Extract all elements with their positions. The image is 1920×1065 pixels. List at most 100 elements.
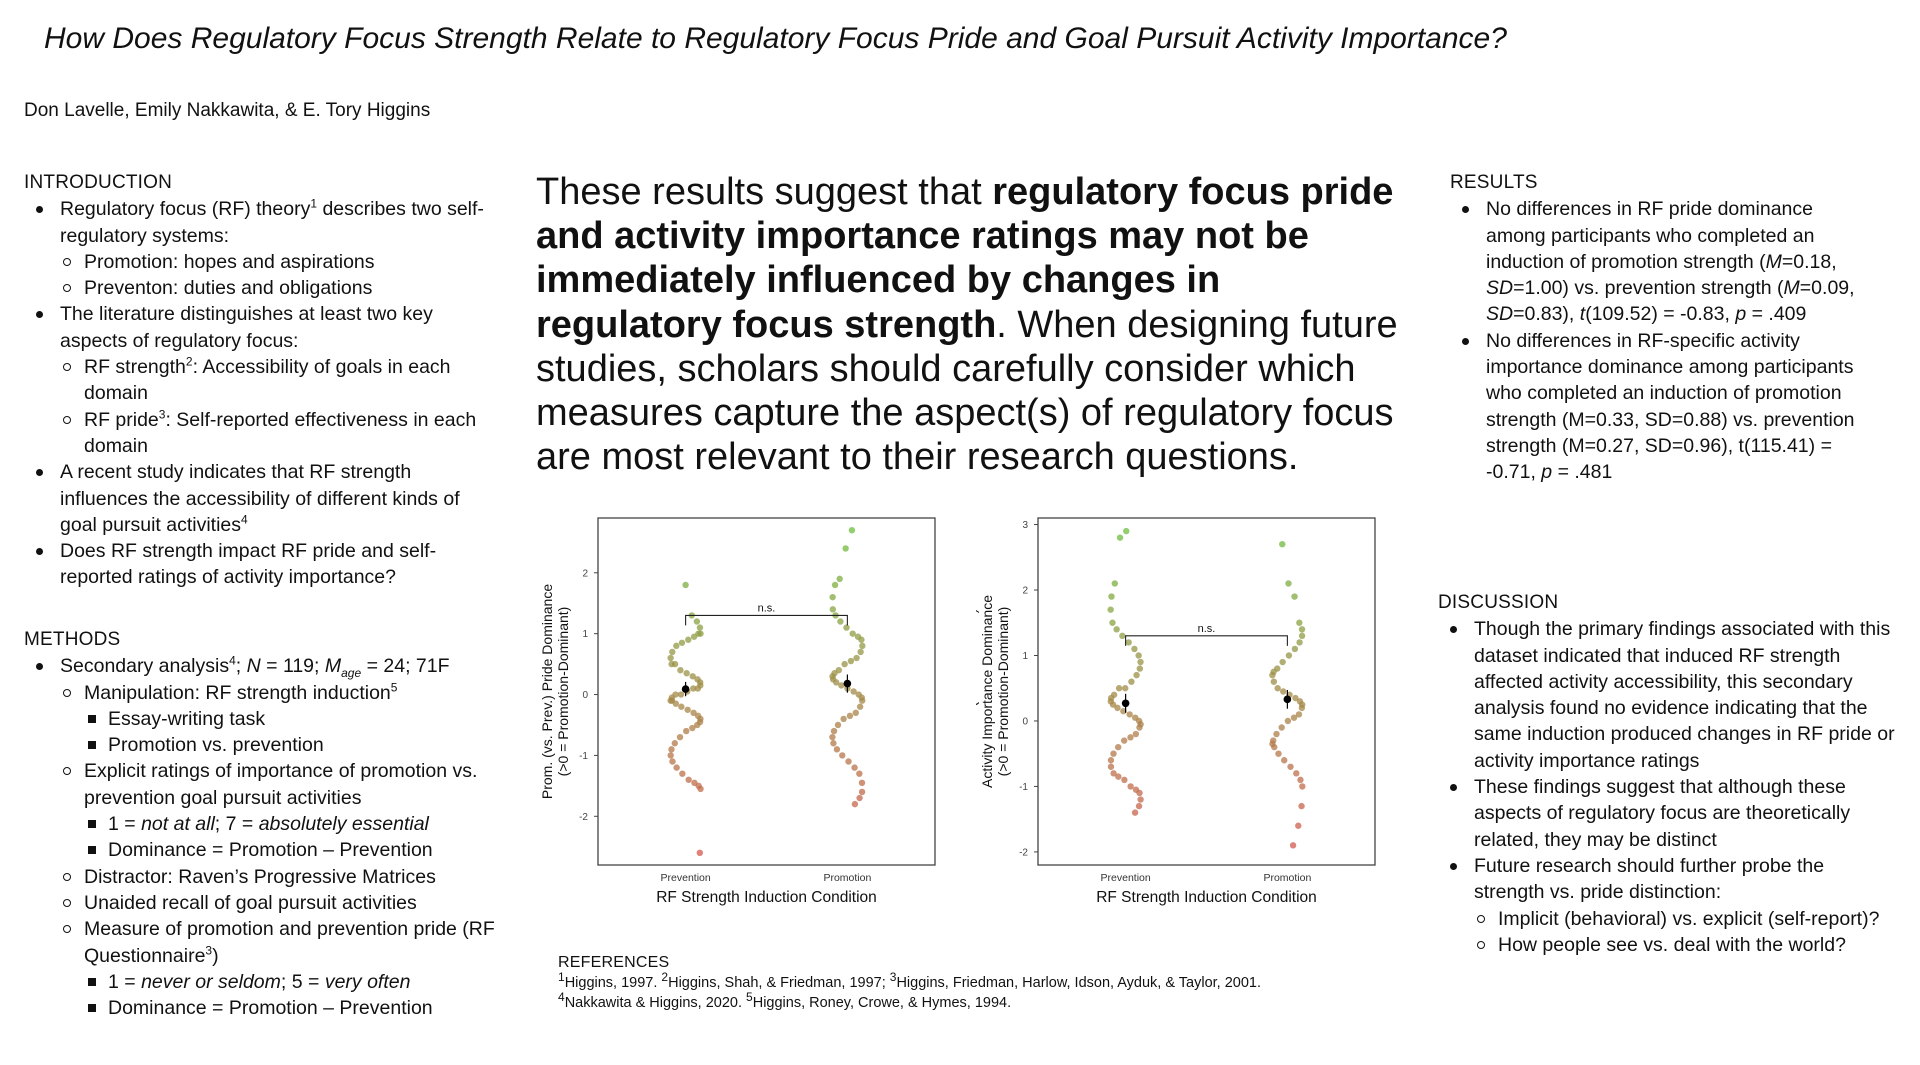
data-point — [829, 593, 836, 601]
data-point — [1289, 842, 1297, 849]
results-section: RESULTS No differences in RF pride domin… — [1450, 170, 1870, 486]
data-point — [690, 633, 698, 640]
y-tick-label: 0 — [1022, 716, 1028, 727]
data-point — [834, 721, 842, 729]
data-point — [1298, 802, 1305, 810]
data-point — [1285, 580, 1292, 587]
data-point — [669, 648, 676, 656]
data-point — [1108, 593, 1115, 600]
data-point — [1280, 688, 1287, 695]
data-point — [1293, 770, 1300, 777]
x-tick-label: Prevention — [1101, 872, 1151, 884]
data-point — [696, 624, 704, 631]
data-point — [846, 712, 854, 720]
data-point — [856, 703, 864, 710]
methods-dominance-2: Dominance = Promotion – Prevention — [84, 995, 504, 1021]
discussion-sub-see-vs-deal: How people see vs. deal with the world? — [1474, 932, 1898, 958]
x-tick-label: Promotion — [823, 872, 871, 884]
data-point — [690, 685, 697, 692]
methods-bullet-1: Secondary analysis4; N = 119; Mage = 24;… — [24, 653, 504, 1021]
significance-bracket — [1125, 635, 1288, 646]
y-axis-label: Prom. (vs. Prev.) Pride Dominance — [539, 584, 555, 799]
data-point — [1107, 606, 1114, 613]
data-point — [1284, 717, 1292, 725]
data-point — [1107, 757, 1115, 764]
data-point — [1123, 527, 1130, 535]
references-heading: REFERENCES — [558, 954, 670, 971]
results-bullet-2: No differences in RF-specific activity i… — [1450, 328, 1870, 486]
data-point — [1114, 743, 1122, 751]
intro-sub-pride: RF pride3: Self-reported effectiveness i… — [60, 407, 494, 460]
y-tick-label: 2 — [582, 568, 588, 579]
data-point — [850, 688, 857, 695]
intro-bullet-3: A recent study indicates that RF strengt… — [24, 459, 494, 538]
data-point — [1269, 671, 1276, 679]
data-point — [858, 636, 865, 643]
references-line-1: 1Higgins, 1997. 2Higgins, Shah, & Friedm… — [558, 970, 1262, 991]
data-point — [851, 800, 859, 808]
data-point — [1125, 639, 1132, 646]
data-point — [1285, 652, 1293, 659]
x-axis-label: RF Strength Induction Condition — [1096, 889, 1317, 906]
main-message: These results suggest that regulatory fo… — [536, 171, 1398, 479]
intro-bullet-1: Regulatory focus (RF) theory1 describes … — [24, 196, 494, 301]
data-point — [858, 779, 866, 787]
methods-manipulation: Manipulation: RF strength induction5 Ess… — [60, 680, 504, 759]
data-point — [1111, 580, 1119, 587]
data-point — [1110, 770, 1117, 777]
intro-bullet-4: Does RF strength impact RF pride and sel… — [24, 538, 494, 591]
methods-essay-task: Essay-writing task — [84, 706, 504, 732]
data-point — [678, 703, 685, 710]
intro-sub-promotion: Promotion: hopes and aspirations — [60, 249, 494, 275]
data-point — [830, 727, 838, 735]
data-point — [856, 794, 863, 802]
data-point — [1136, 665, 1144, 672]
data-point — [1291, 645, 1299, 653]
data-point — [841, 660, 848, 668]
data-point — [853, 654, 860, 662]
data-point — [697, 785, 704, 793]
data-point — [1110, 750, 1117, 757]
data-point — [1298, 632, 1306, 640]
data-point — [694, 685, 702, 692]
methods-explicit-ratings: Explicit ratings of importance of promot… — [60, 758, 504, 863]
data-point — [685, 636, 692, 643]
plot-frame — [597, 517, 936, 866]
data-point — [667, 752, 674, 759]
data-point — [1135, 652, 1142, 659]
references-line-2: 4Nakkawita & Higgins, 2020. 5Higgins, Ro… — [558, 990, 1012, 1011]
methods-heading: METHODS — [24, 629, 121, 650]
x-tick-label: Prevention — [661, 872, 711, 884]
data-point — [1133, 671, 1140, 679]
data-point — [848, 526, 856, 534]
data-point — [1299, 783, 1306, 790]
data-point — [1121, 776, 1128, 784]
data-point — [843, 624, 850, 631]
data-point — [1298, 626, 1306, 633]
data-point — [1271, 743, 1278, 751]
data-point — [667, 654, 674, 662]
data-point — [859, 697, 866, 704]
methods-recall: Unaided recall of goal pursuit activitie… — [60, 890, 504, 916]
data-point — [1113, 626, 1120, 633]
y-tick-label: 1 — [582, 629, 588, 640]
data-point — [677, 691, 685, 698]
methods-distractor: Distractor: Raven’s Progressive Matrices — [60, 864, 504, 890]
y-tick-label: 0 — [582, 690, 588, 701]
discussion-bullet-3: Future research should further probe the… — [1438, 853, 1898, 958]
data-point — [1279, 540, 1286, 548]
data-point — [859, 642, 866, 650]
data-point — [839, 752, 846, 759]
data-point — [830, 740, 837, 747]
data-point — [683, 727, 690, 735]
data-point — [668, 746, 675, 753]
data-point — [1132, 730, 1140, 738]
data-point — [1297, 776, 1304, 784]
data-point — [1295, 711, 1303, 718]
plot-frame — [1037, 517, 1376, 866]
poster-title: How Does Regulatory Focus Strength Relat… — [44, 22, 1507, 55]
data-point — [847, 657, 855, 665]
data-point — [1122, 685, 1129, 692]
data-point — [671, 740, 678, 747]
data-point — [842, 545, 849, 552]
